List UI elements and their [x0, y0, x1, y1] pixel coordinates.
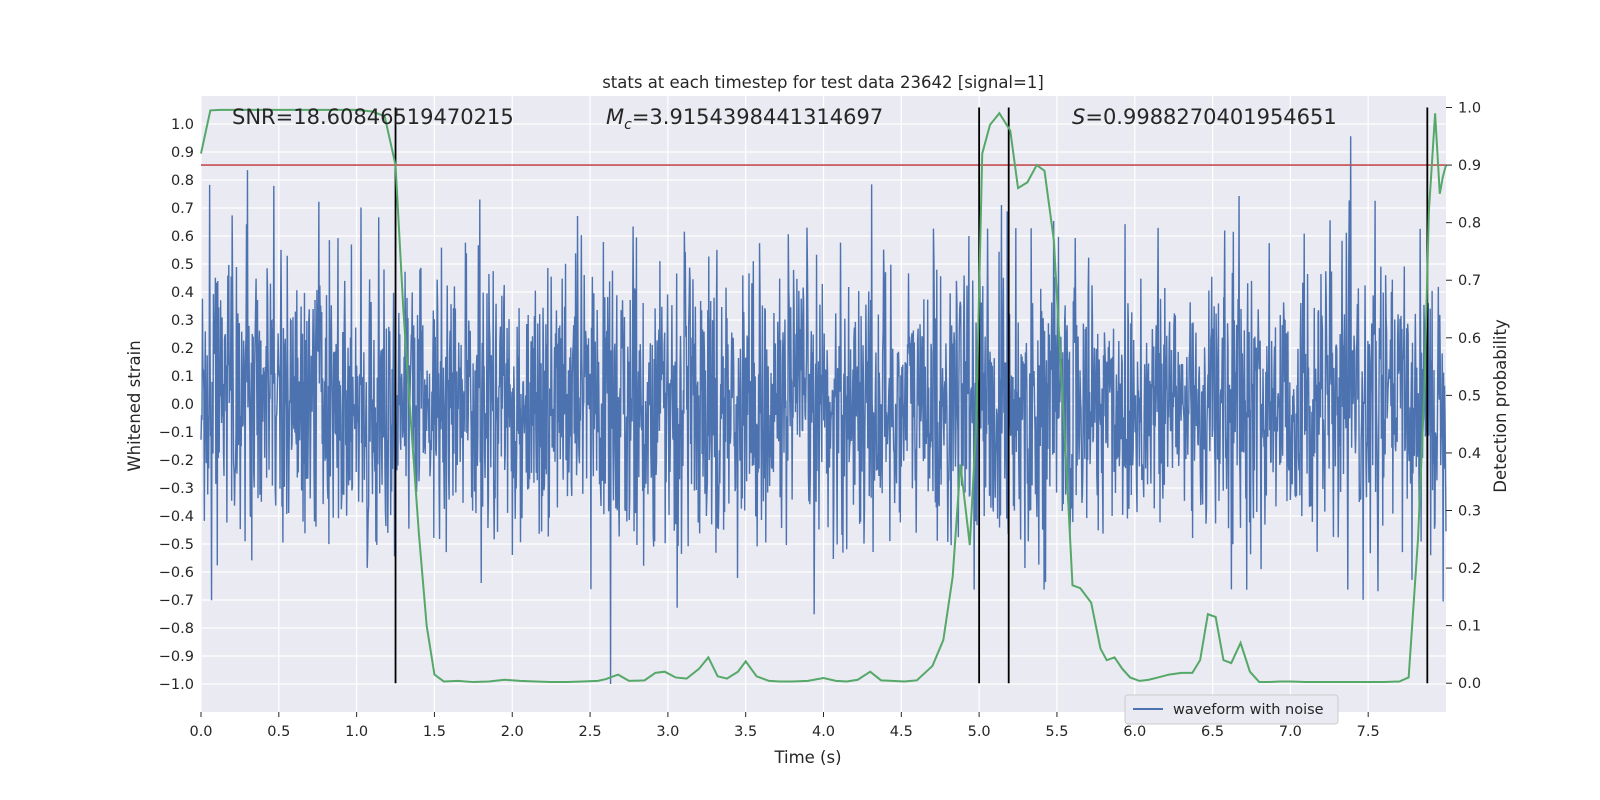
legend-label-waveform: waveform with noise [1173, 702, 1324, 718]
y-tick-label-19: −0.9 [159, 649, 194, 665]
y-tick-label-4: 0.6 [171, 229, 194, 245]
y-tick-label-11: −0.1 [159, 425, 194, 441]
y-tick-label-0: 1.0 [171, 117, 194, 133]
detection-probability-line [200, 108, 1447, 684]
x-tick-label-4: 2.0 [501, 724, 524, 740]
chirp-mass-annotation: Mc=3.9154398441314697 [606, 105, 883, 133]
y-tick-label-1: 0.9 [171, 145, 194, 161]
y-tick-label-10: 0.0 [171, 397, 194, 413]
chirp-mass-value: =3.9154398441314697 [632, 105, 883, 129]
y-tick-label-2: 0.8 [171, 173, 194, 189]
y-right-tick-label-2: 0.8 [1458, 216, 1481, 232]
y-tick-label-13: −0.3 [159, 481, 194, 497]
x-tick-label-0: 0.0 [189, 724, 212, 740]
x-axis-ticks: 0.0 0.5 1.0 1.5 2.0 2.5 3.0 3.5 4.0 4.5 5.0 5.5 6.0 6… [189, 712, 1380, 740]
y-right-tick-label-6: 0.4 [1458, 446, 1481, 462]
snr-annotation: SNR=18.60846519470215 [232, 105, 514, 129]
x-axis-label: Time (s) [773, 748, 841, 767]
y-tick-label-12: −0.2 [159, 453, 194, 469]
s-symbol: S [1072, 105, 1085, 129]
x-tick-label-1: 0.5 [267, 724, 290, 740]
x-tick-label-11: 5.5 [1045, 724, 1068, 740]
x-tick-label-12: 6.0 [1123, 724, 1146, 740]
y-axis-right-ticks: 1.0 0.9 0.8 0.7 0.6 0.5 0.4 0.3 0.2 0.1 0.0 [1446, 101, 1481, 692]
x-tick-label-3: 1.5 [423, 724, 446, 740]
chirp-mass-subscript: c [624, 117, 632, 133]
y-tick-label-18: −0.8 [159, 621, 194, 637]
y-tick-label-8: 0.2 [171, 341, 194, 357]
waveform-with-noise-series [200, 136, 1447, 685]
y-right-tick-label-10: 0.0 [1458, 676, 1481, 692]
s-annotation: S=0.9988270401954651 [1072, 105, 1337, 129]
x-tick-label-15: 7.5 [1357, 724, 1380, 740]
y-tick-label-15: −0.5 [159, 537, 194, 553]
legend-box [1124, 694, 1339, 725]
x-tick-label-14: 7.0 [1279, 724, 1302, 740]
y-axis-right-label: Detection probability [1491, 319, 1510, 493]
waveform-with-noise-line [200, 136, 1447, 685]
detection-probability-series [200, 108, 1447, 684]
y-tick-label-14: −0.4 [159, 509, 194, 525]
y-right-tick-label-9: 0.1 [1458, 619, 1481, 635]
y-right-tick-label-3: 0.7 [1458, 273, 1481, 289]
y-right-tick-label-5: 0.5 [1458, 388, 1481, 404]
y-tick-label-17: −0.7 [159, 593, 194, 609]
y-axis-label: Whitened strain [125, 340, 144, 471]
y-right-tick-label-4: 0.6 [1458, 331, 1481, 347]
x-tick-label-6: 3.0 [656, 724, 679, 740]
s-value: =0.9988270401954651 [1085, 105, 1336, 129]
y-tick-label-3: 0.7 [171, 201, 194, 217]
x-tick-label-5: 2.5 [579, 724, 602, 740]
y-right-tick-label-7: 0.3 [1458, 504, 1481, 520]
x-tick-label-2: 1.0 [345, 724, 368, 740]
x-tick-label-9: 4.5 [890, 724, 913, 740]
y-tick-label-7: 0.3 [171, 313, 194, 329]
y-tick-label-5: 0.5 [171, 257, 194, 273]
y-right-tick-label-8: 0.2 [1458, 561, 1481, 577]
x-tick-label-10: 5.0 [968, 724, 991, 740]
y-axis-ticks: 1.0 0.9 0.8 0.7 0.6 0.5 0.4 0.3 0.2 0.1 0.0 −0.1 −0.… [159, 117, 194, 693]
x-tick-label-7: 3.5 [734, 724, 757, 740]
chart-title: stats at each timestep for test data 236… [602, 73, 1044, 92]
x-tick-label-13: 6.5 [1201, 724, 1224, 740]
y-tick-label-16: −0.6 [159, 565, 194, 581]
x-tick-label-8: 4.0 [812, 724, 835, 740]
y-right-tick-label-0: 1.0 [1458, 101, 1481, 117]
event-lines [394, 107, 1429, 684]
y-tick-label-9: 0.1 [171, 369, 194, 385]
legend: waveform with noise [1124, 694, 1339, 725]
y-tick-label-6: 0.4 [171, 285, 194, 301]
chirp-mass-symbol: M [606, 105, 624, 129]
y-right-tick-label-1: 0.9 [1458, 158, 1481, 174]
y-tick-label-20: −1.0 [159, 677, 194, 693]
